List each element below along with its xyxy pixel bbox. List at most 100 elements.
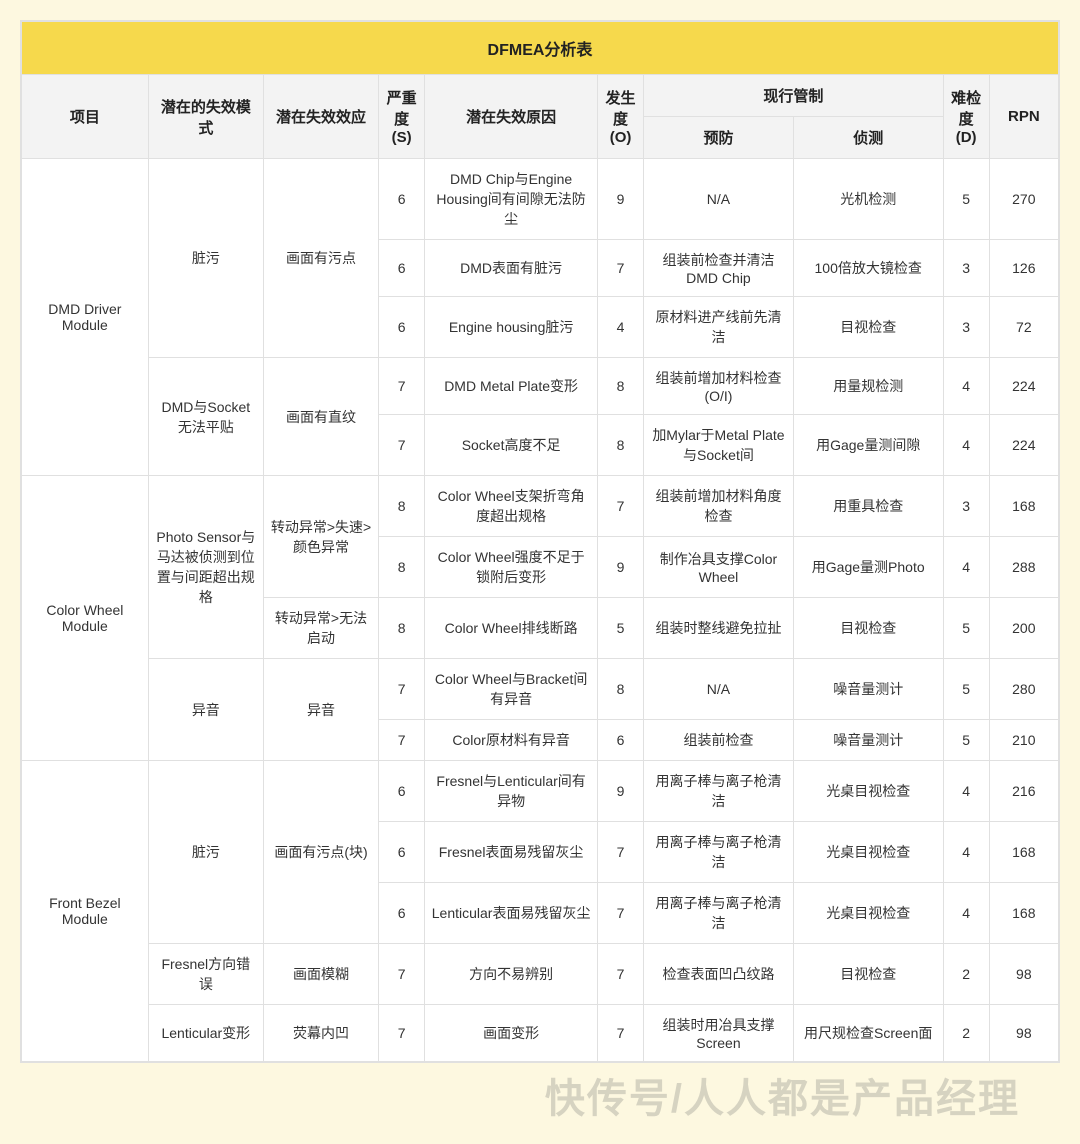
- col-rpn: RPN: [989, 75, 1058, 159]
- cell-occurrence: 4: [598, 297, 644, 358]
- cell-cause: Lenticular表面易残留灰尘: [425, 883, 598, 944]
- table-row: DMD与Socket无法平贴画面有直纹7DMD Metal Plate变形8组装…: [22, 358, 1059, 415]
- cell-rpn: 98: [989, 944, 1058, 1005]
- table-title: DFMEA分析表: [22, 22, 1059, 75]
- cell-cause: Color Wheel强度不足于锁附后变形: [425, 537, 598, 598]
- cell-prevention: 用离子棒与离子枪清洁: [644, 883, 794, 944]
- dfmea-table: DFMEA分析表 项目 潜在的失效模式 潜在失效效应 严重度(S) 潜在失效原因…: [21, 21, 1059, 1062]
- cell-mode: 异音: [148, 659, 263, 761]
- cell-occurrence: 8: [598, 415, 644, 476]
- cell-item: DMD Driver Module: [22, 159, 149, 476]
- col-detection: 难检度(D): [943, 75, 989, 159]
- cell-occurrence: 6: [598, 720, 644, 761]
- cell-detection-method: 用重具检查: [793, 476, 943, 537]
- cell-cause: Color Wheel排线断路: [425, 598, 598, 659]
- cell-occurrence: 7: [598, 883, 644, 944]
- cell-cause: 画面变形: [425, 1005, 598, 1062]
- cell-cause: Fresnel表面易残留灰尘: [425, 822, 598, 883]
- cell-effect: 画面有污点: [263, 159, 378, 358]
- cell-detection: 4: [943, 415, 989, 476]
- cell-prevention: 组装前增加材料角度检查: [644, 476, 794, 537]
- cell-occurrence: 9: [598, 537, 644, 598]
- cell-detection: 4: [943, 761, 989, 822]
- cell-mode: DMD与Socket无法平贴: [148, 358, 263, 476]
- cell-detection-method: 目视检查: [793, 944, 943, 1005]
- cell-rpn: 224: [989, 358, 1058, 415]
- col-prevention: 预防: [644, 117, 794, 159]
- cell-rpn: 216: [989, 761, 1058, 822]
- cell-detection-method: 目视检查: [793, 598, 943, 659]
- cell-effect: 转动异常>无法启动: [263, 598, 378, 659]
- cell-detection: 4: [943, 537, 989, 598]
- cell-rpn: 288: [989, 537, 1058, 598]
- cell-item: Color Wheel Module: [22, 476, 149, 761]
- cell-detection: 3: [943, 240, 989, 297]
- col-occurrence: 发生度(O): [598, 75, 644, 159]
- col-severity: 严重度(S): [379, 75, 425, 159]
- table-row: Front Bezel Module脏污画面有污点(块)6Fresnel与Len…: [22, 761, 1059, 822]
- cell-occurrence: 5: [598, 598, 644, 659]
- cell-severity: 6: [379, 297, 425, 358]
- cell-detection: 5: [943, 159, 989, 240]
- cell-rpn: 270: [989, 159, 1058, 240]
- cell-rpn: 280: [989, 659, 1058, 720]
- watermark-text: 快传号/人人都是产品经理: [545, 1066, 1020, 1124]
- cell-occurrence: 8: [598, 659, 644, 720]
- cell-detection: 5: [943, 720, 989, 761]
- table-body: DMD Driver Module脏污画面有污点6DMD Chip与Engine…: [22, 159, 1059, 1062]
- cell-cause: DMD Chip与Engine Housing间有间隙无法防尘: [425, 159, 598, 240]
- col-failure-cause: 潜在失效原因: [425, 75, 598, 159]
- cell-effect: 荧幕内凹: [263, 1005, 378, 1062]
- cell-item: Front Bezel Module: [22, 761, 149, 1062]
- cell-detection-method: 光桌目视检查: [793, 822, 943, 883]
- cell-occurrence: 8: [598, 358, 644, 415]
- cell-detection-method: 噪音量测计: [793, 720, 943, 761]
- dfmea-table-container: DFMEA分析表 项目 潜在的失效模式 潜在失效效应 严重度(S) 潜在失效原因…: [20, 20, 1060, 1063]
- cell-cause: Color原材料有异音: [425, 720, 598, 761]
- cell-severity: 8: [379, 598, 425, 659]
- cell-prevention: 检查表面凹凸纹路: [644, 944, 794, 1005]
- cell-cause: Color Wheel与Bracket间有异音: [425, 659, 598, 720]
- cell-detection-method: 光机检测: [793, 159, 943, 240]
- col-control: 现行管制: [644, 75, 944, 117]
- cell-severity: 7: [379, 720, 425, 761]
- cell-cause: Color Wheel支架折弯角度超出规格: [425, 476, 598, 537]
- cell-detection-method: 用量规检测: [793, 358, 943, 415]
- cell-occurrence: 9: [598, 761, 644, 822]
- cell-mode: 脏污: [148, 159, 263, 358]
- cell-effect: 异音: [263, 659, 378, 761]
- cell-occurrence: 7: [598, 240, 644, 297]
- col-failure-mode: 潜在的失效模式: [148, 75, 263, 159]
- cell-rpn: 200: [989, 598, 1058, 659]
- cell-detection-method: 光桌目视检查: [793, 883, 943, 944]
- cell-prevention: 组装前检查并清洁DMD Chip: [644, 240, 794, 297]
- cell-detection: 4: [943, 883, 989, 944]
- cell-prevention: 制作冶具支撑Color Wheel: [644, 537, 794, 598]
- cell-detection: 4: [943, 822, 989, 883]
- cell-detection: 3: [943, 476, 989, 537]
- cell-prevention: 用离子棒与离子枪清洁: [644, 761, 794, 822]
- table-row: Color Wheel ModulePhoto Sensor与马达被侦测到位置与…: [22, 476, 1059, 537]
- cell-detection: 3: [943, 297, 989, 358]
- cell-detection-method: 用Gage量测间隙: [793, 415, 943, 476]
- cell-prevention: 组装时用冶具支撑Screen: [644, 1005, 794, 1062]
- cell-rpn: 168: [989, 883, 1058, 944]
- cell-severity: 7: [379, 415, 425, 476]
- table-row: Lenticular变形荧幕内凹7画面变形7组装时用冶具支撑Screen用尺规检…: [22, 1005, 1059, 1062]
- cell-rpn: 224: [989, 415, 1058, 476]
- cell-severity: 6: [379, 761, 425, 822]
- cell-mode: Lenticular变形: [148, 1005, 263, 1062]
- table-row: 异音异音7Color Wheel与Bracket间有异音8N/A噪音量测计528…: [22, 659, 1059, 720]
- cell-severity: 7: [379, 1005, 425, 1062]
- cell-occurrence: 9: [598, 159, 644, 240]
- cell-effect: 转动异常>失速>颜色异常: [263, 476, 378, 598]
- cell-prevention: 用离子棒与离子枪清洁: [644, 822, 794, 883]
- cell-prevention: N/A: [644, 159, 794, 240]
- cell-severity: 6: [379, 159, 425, 240]
- cell-detection-method: 噪音量测计: [793, 659, 943, 720]
- cell-prevention: 组装前检查: [644, 720, 794, 761]
- cell-prevention: 原材料进产线前先清洁: [644, 297, 794, 358]
- cell-severity: 8: [379, 476, 425, 537]
- table-row: Fresnel方向错误画面模糊7方向不易辨别7检查表面凹凸纹路目视检查298: [22, 944, 1059, 1005]
- cell-effect: 画面有直纹: [263, 358, 378, 476]
